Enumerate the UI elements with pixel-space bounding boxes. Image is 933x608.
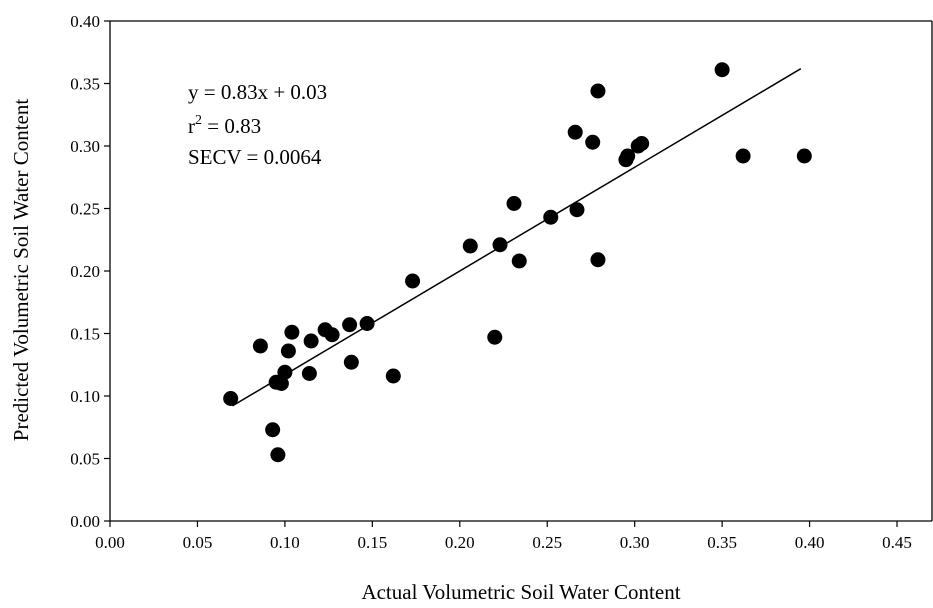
data-point: [569, 202, 585, 218]
y-axis-title: Predicted Volumetric Soil Water Content: [9, 99, 33, 442]
data-point: [277, 364, 293, 380]
data-point: [252, 338, 268, 354]
data-points: [223, 62, 812, 463]
y-tick-label: 0.00: [70, 512, 100, 531]
data-point: [462, 238, 478, 254]
data-point: [359, 316, 375, 331]
x-tick-label: 0.20: [445, 533, 475, 552]
regression-line-group: [232, 68, 802, 407]
x-axis-title: Actual Volumetric Soil Water Content: [361, 580, 680, 604]
x-tick-label: 0.25: [532, 533, 562, 552]
data-point: [342, 317, 358, 333]
data-point: [343, 354, 359, 370]
data-point: [511, 253, 527, 269]
x-tick-label: 0.00: [95, 533, 125, 552]
data-point: [284, 324, 300, 340]
data-point: [303, 333, 319, 349]
r-squared-exponent: 2: [195, 113, 202, 128]
data-point: [223, 391, 239, 406]
x-tick-label: 0.10: [270, 533, 300, 552]
y-tick-label: 0.25: [70, 200, 100, 219]
data-point: [634, 136, 650, 151]
data-point: [506, 196, 522, 211]
y-tick-label: 0.15: [70, 325, 100, 344]
data-point: [590, 83, 606, 99]
data-point: [735, 148, 751, 164]
x-tick-label: 0.40: [795, 533, 825, 552]
data-point: [405, 273, 421, 289]
data-point: [567, 124, 583, 140]
data-point: [714, 62, 730, 78]
y-tick-label: 0.30: [70, 137, 100, 156]
data-point: [301, 366, 317, 381]
x-tick-label: 0.45: [882, 533, 912, 552]
data-point: [585, 134, 601, 150]
r-squared-prefix: r: [188, 114, 195, 138]
x-tick-label: 0.30: [620, 533, 650, 552]
y-tick-label: 0.35: [70, 75, 100, 94]
regression-line: [232, 68, 802, 407]
data-point: [265, 422, 281, 438]
y-tick-label: 0.05: [70, 450, 100, 469]
secv-annotation: SECV = 0.0064: [188, 145, 322, 169]
x-tick-label: 0.35: [707, 533, 737, 552]
x-tick-label: 0.05: [183, 533, 213, 552]
data-point: [487, 329, 503, 345]
equation-annotation: y = 0.83x + 0.03: [188, 80, 327, 104]
data-point: [620, 148, 636, 164]
data-point: [280, 343, 296, 359]
x-tick-label: 0.15: [357, 533, 387, 552]
y-tick-label: 0.40: [70, 12, 100, 31]
data-point: [385, 368, 401, 384]
data-point: [270, 447, 286, 463]
data-point: [590, 252, 606, 268]
y-tick-label: 0.10: [70, 387, 100, 406]
r-squared-value: = 0.83: [202, 114, 261, 138]
y-tick-label: 0.20: [70, 262, 100, 281]
axis-ticks: 0.00 0.05 0.10 0.15 0.20 0.25 0.30 0.35 0.40 0.45…: [70, 12, 912, 552]
data-point: [324, 327, 340, 343]
r-squared-annotation: r2 = 0.83: [188, 113, 261, 138]
data-point: [796, 148, 812, 164]
